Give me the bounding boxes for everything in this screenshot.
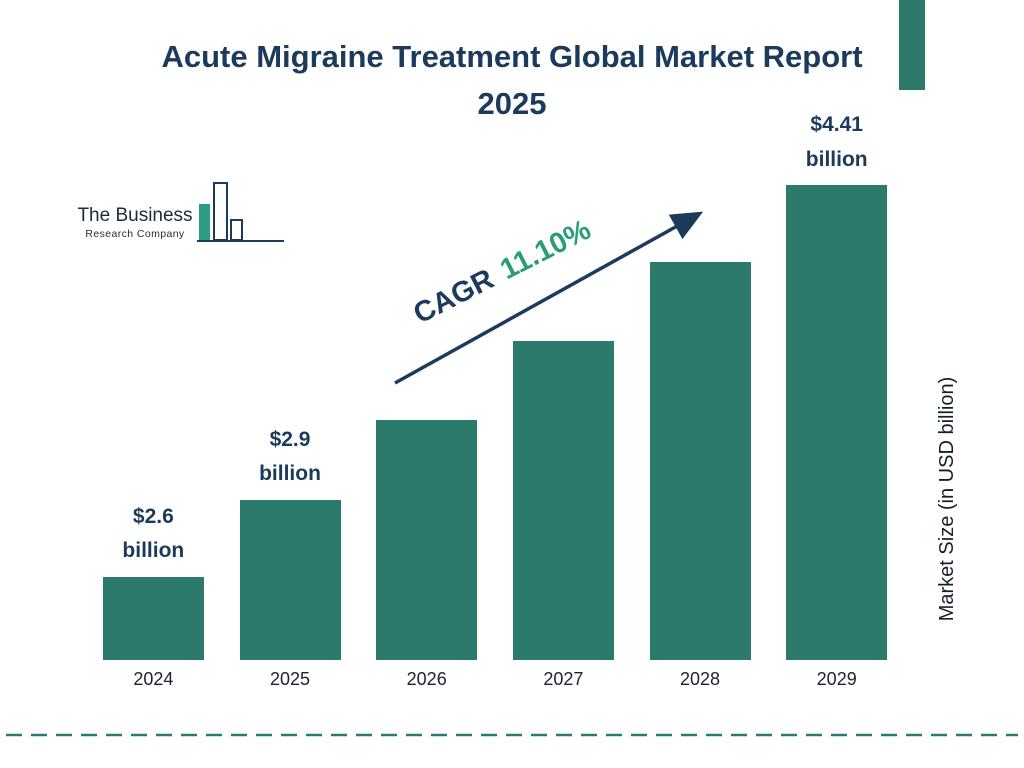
bar-2029 [786,185,888,660]
bar-2028 [649,262,751,660]
x-axis-label: 2027 [543,669,584,689]
x-axis-label: 2025 [269,669,311,689]
logo-text: The Business Research Company [70,205,200,240]
bar-2025 [239,500,341,660]
x-axis-label: 2024 [133,669,174,689]
bar-chart: $2.6 billion 2024 $2.9 billion 2025 2026 2027 20… [85,108,905,698]
bar-column-2024: $2.6 billion 2024 [85,108,222,698]
y-axis-label: Market Size (in USD billion) [936,376,958,622]
logo-bar-chart-icon [197,182,284,242]
bar-column-2029: $4.41 billion 2029 [768,108,905,698]
x-axis-label: 2026 [406,669,447,689]
bar-value-label: $4.41 billion [805,113,868,171]
logo-name-line2: Research Company [85,228,185,240]
bar-column-2026: 2026 [358,108,495,698]
bar-value-label: $2.6 billion [122,504,185,563]
bar-2026 [376,420,478,660]
x-axis-label: 2029 [816,669,857,689]
logo-name-line1: The Business [77,205,193,226]
bar-2027 [512,341,614,660]
bar-value-label: $2.9 billion [259,427,321,486]
company-logo: The Business Research Company [70,180,285,244]
x-axis-label: 2028 [680,669,721,689]
bar-2024 [102,577,204,660]
bar-column-2025: $2.9 billion 2025 [222,108,359,698]
bar-column-2028: 2028 [632,108,769,698]
bottom-dashed-divider [6,733,1018,737]
corner-accent-block [899,0,925,90]
bar-column-2027: 2027 [495,108,632,698]
page-title: Acute Migraine Treatment Global Market R… [161,39,863,121]
